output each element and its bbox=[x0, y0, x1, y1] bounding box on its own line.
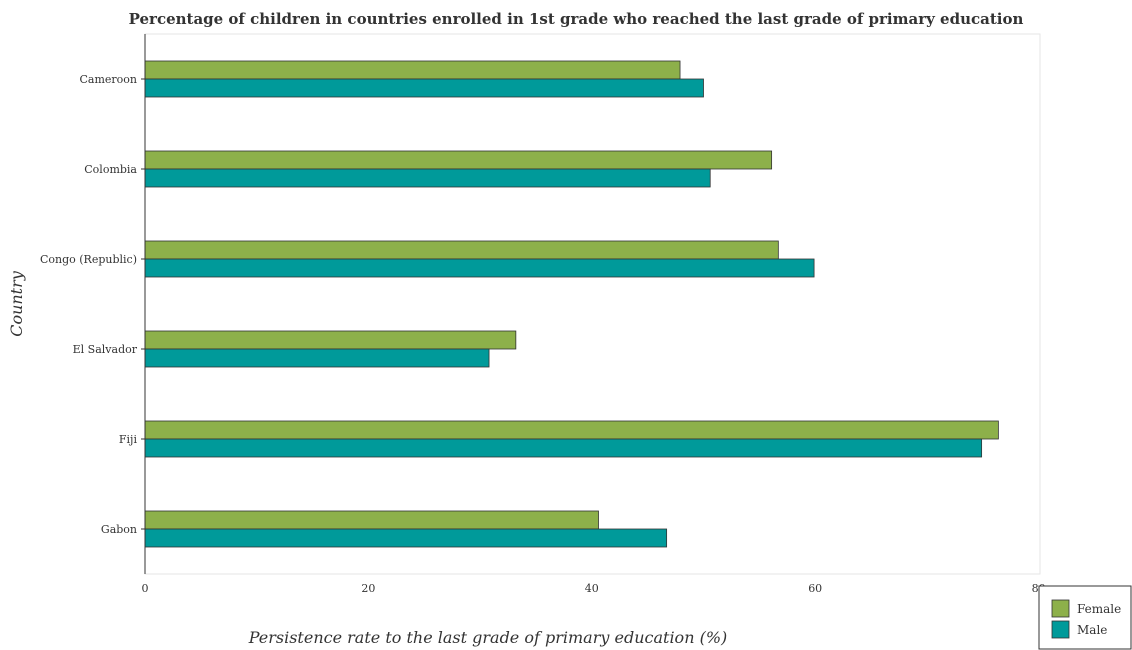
x-tick-label: 40 bbox=[585, 582, 599, 595]
y-tick-label: El Salvador bbox=[73, 343, 138, 356]
bar-female-congo-republic bbox=[144, 240, 779, 260]
bar-male-el-salvador bbox=[144, 348, 490, 368]
x-tick-label: 60 bbox=[808, 582, 822, 595]
bar-female-fiji bbox=[144, 420, 999, 440]
bar-male-congo-republic bbox=[144, 258, 815, 278]
bar-female-gabon bbox=[144, 510, 599, 530]
legend-swatch-female bbox=[1051, 599, 1070, 618]
chart-title: Percentage of children in countries enro… bbox=[129, 10, 1024, 28]
y-tick-label: Colombia bbox=[84, 163, 137, 176]
bar-female-colombia bbox=[144, 150, 773, 170]
legend-swatch-male bbox=[1051, 620, 1070, 639]
legend-box bbox=[1038, 585, 1132, 650]
bar-male-cameroon bbox=[144, 78, 704, 98]
y-axis-label: Country bbox=[7, 270, 26, 337]
x-tick-label: 0 bbox=[142, 582, 149, 595]
legend-label-male: Male bbox=[1077, 623, 1107, 637]
x-tick-label: 20 bbox=[361, 582, 375, 595]
y-tick-label: Cameroon bbox=[79, 73, 137, 86]
bar-female-cameroon bbox=[144, 60, 681, 80]
y-tick-label: Fiji bbox=[119, 433, 138, 446]
bar-female-el-salvador bbox=[144, 330, 517, 350]
x-axis-label: Persistence rate to the last grade of pr… bbox=[248, 628, 728, 647]
bar-male-fiji bbox=[144, 438, 983, 458]
bar-male-gabon bbox=[144, 528, 668, 548]
legend: Female Male bbox=[1038, 585, 1132, 650]
plot-area bbox=[144, 33, 1041, 575]
y-tick-label: Gabon bbox=[101, 523, 137, 536]
legend-label-female: Female bbox=[1077, 602, 1121, 616]
y-tick-label: Congo (Republic) bbox=[40, 253, 137, 266]
bar-male-colombia bbox=[144, 168, 711, 188]
